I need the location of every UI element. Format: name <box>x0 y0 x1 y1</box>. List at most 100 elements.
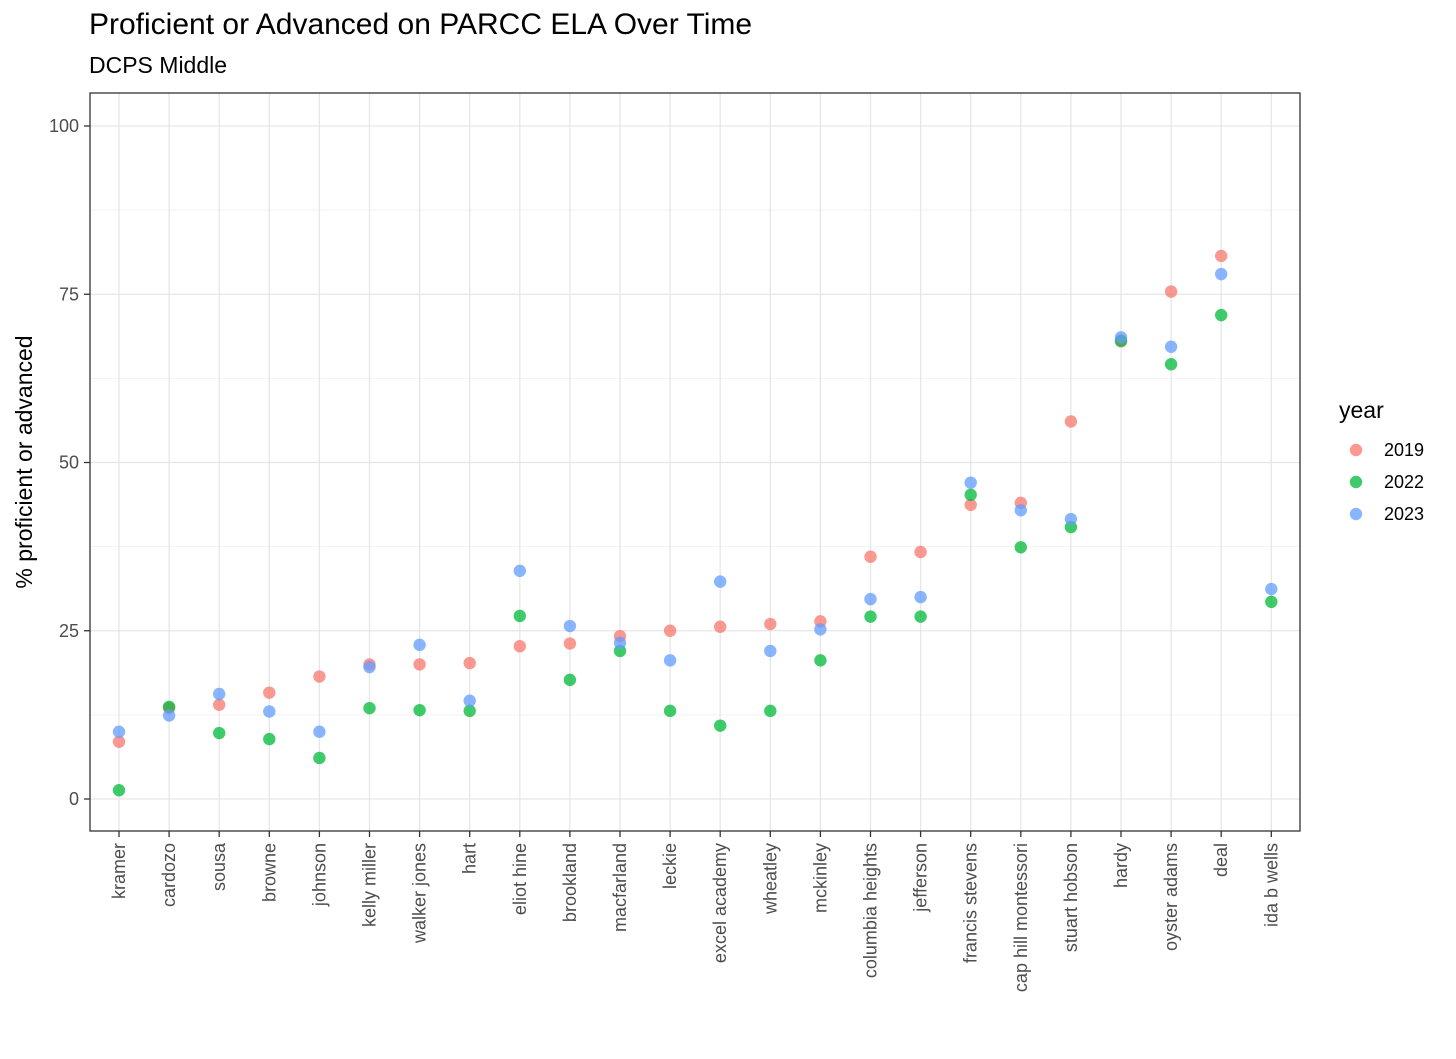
x-tick-label: hart <box>460 843 480 874</box>
data-point-2022 <box>112 784 126 797</box>
x-tick-label: kramer <box>109 843 129 899</box>
data-point-2022 <box>363 701 376 715</box>
x-tick-label: walker jones <box>410 843 430 944</box>
data-point-2023 <box>213 687 226 701</box>
y-tick-label: 50 <box>59 453 79 473</box>
data-point-2019 <box>1064 415 1078 428</box>
legend-key-2023 <box>1349 507 1363 521</box>
y-tick-label: 25 <box>59 621 79 641</box>
grid-major <box>90 93 1300 831</box>
data-point-2019 <box>1215 249 1228 263</box>
x-tick-label: ida b wells <box>1261 843 1281 927</box>
data-point-2023 <box>413 638 426 652</box>
data-point-2023 <box>864 592 877 606</box>
data-point-2019 <box>964 498 977 512</box>
data-point-2023 <box>463 694 476 707</box>
x-tick-label: mckinley <box>810 843 830 913</box>
data-point-2023 <box>263 705 276 718</box>
x-tick-label: macfarland <box>610 843 630 932</box>
chart-subtitle: DCPS Middle <box>89 52 228 78</box>
y-axis: 0 25 50 75 100 <box>49 116 90 809</box>
x-tick-label: columbia heights <box>861 843 881 978</box>
x-tick-label: brookland <box>560 843 580 922</box>
data-point-2022 <box>463 704 476 718</box>
x-tick-label: browne <box>259 843 279 902</box>
data-point-2023 <box>313 725 326 738</box>
data-point-2022 <box>263 732 276 746</box>
data-point-2019 <box>714 620 727 633</box>
data-point-2023 <box>964 476 977 489</box>
x-tick-label: stuart hobson <box>1061 843 1081 952</box>
data-point-2023 <box>663 654 677 667</box>
data-point-2019 <box>263 686 276 699</box>
x-tick-label: leckie <box>660 843 680 889</box>
data-point-2019 <box>213 698 226 711</box>
data-point-2023 <box>814 623 827 636</box>
data-point-2019 <box>864 550 877 563</box>
x-tick-label: cardozo <box>159 843 179 907</box>
data-point-2023 <box>714 575 727 588</box>
data-point-2022 <box>764 704 777 718</box>
data-point-2022 <box>513 609 526 623</box>
data-point-2019 <box>313 670 326 683</box>
data-point-2022 <box>864 610 877 623</box>
legend: year 2019 2022 2023 <box>1339 397 1424 524</box>
data-point-2022 <box>313 751 326 765</box>
data-point-2023 <box>1215 267 1228 281</box>
legend-key-2022 <box>1349 475 1363 489</box>
data-point-2019 <box>914 545 927 559</box>
legend-label-2019: 2019 <box>1384 440 1424 460</box>
data-point-2023 <box>1064 512 1078 526</box>
data-point-2023 <box>1114 331 1128 344</box>
x-tick-label: johnson <box>309 843 329 907</box>
x-tick-label: deal <box>1211 843 1231 877</box>
x-tick-label: eliot hine <box>510 843 530 915</box>
legend-label-2023: 2023 <box>1384 504 1424 524</box>
x-tick-label: francis stevens <box>961 843 981 963</box>
data-point-2022 <box>413 703 426 717</box>
data-point-2019 <box>1164 285 1178 298</box>
data-point-2022 <box>213 726 226 740</box>
data-point-2023 <box>112 725 126 738</box>
x-tick-label: jefferson <box>911 843 931 913</box>
x-tick-label: kelly miller <box>360 843 380 927</box>
x-tick-label: oyster adams <box>1161 843 1181 951</box>
y-tick-label: 75 <box>59 284 79 304</box>
data-point-2019 <box>764 617 777 631</box>
data-point-2023 <box>1164 340 1178 353</box>
x-tick-label: cap hill montessori <box>1011 843 1031 992</box>
x-tick-label: sousa <box>209 842 229 891</box>
data-point-2023 <box>563 619 577 633</box>
legend-title: year <box>1339 397 1384 423</box>
data-point-2023 <box>513 564 526 578</box>
data-point-2019 <box>663 624 677 637</box>
data-point-2022 <box>964 488 977 502</box>
y-axis-title: % proficient or advanced <box>11 335 37 588</box>
legend-key-2019 <box>1349 443 1363 457</box>
x-tick-label: hardy <box>1111 843 1131 888</box>
data-point-2023 <box>162 709 176 722</box>
data-point-2019 <box>112 735 126 748</box>
y-tick-label: 0 <box>69 789 79 809</box>
data-point-2022 <box>1014 541 1027 554</box>
data-point-2019 <box>413 658 426 671</box>
legend-label-2022: 2022 <box>1384 472 1424 492</box>
data-point-2022 <box>162 700 176 713</box>
data-point-2022 <box>714 719 727 732</box>
grid-minor <box>90 209 1300 716</box>
data-points <box>112 249 1278 797</box>
data-point-2022 <box>914 610 927 623</box>
data-point-2022 <box>1265 595 1278 609</box>
data-point-2022 <box>663 704 677 718</box>
data-point-2023 <box>363 660 376 674</box>
data-point-2023 <box>764 644 777 658</box>
data-point-2022 <box>563 673 577 687</box>
data-point-2023 <box>1265 582 1278 596</box>
data-point-2022 <box>1215 308 1228 322</box>
data-point-2023 <box>1014 504 1027 517</box>
data-point-2023 <box>613 636 627 650</box>
data-point-2019 <box>463 656 476 670</box>
y-tick-label: 100 <box>49 116 79 136</box>
x-axis: kramer cardozo sousa browne johnson kelly mil… <box>109 831 1281 992</box>
